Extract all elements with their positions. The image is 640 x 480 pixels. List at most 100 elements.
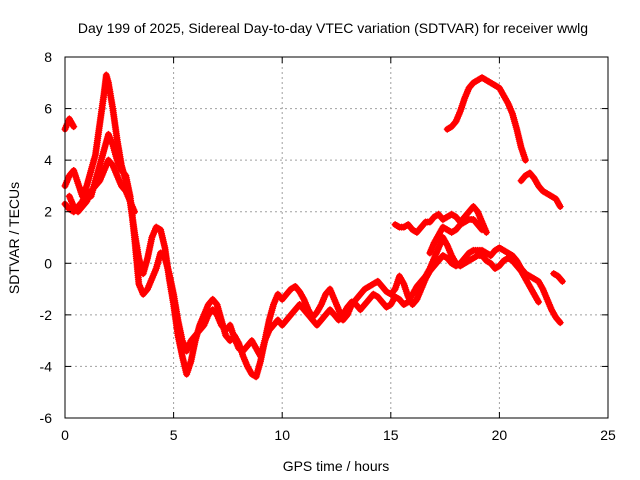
data-point [415,290,423,298]
data-point [538,284,546,292]
data-point [183,345,191,353]
data-point [431,252,439,260]
data-point [125,196,133,204]
data-point [428,244,436,252]
data-point [203,314,211,322]
data-point [547,304,555,312]
data-point [99,170,107,178]
data-point [476,213,484,221]
data-point [214,314,222,322]
data-point [66,194,74,202]
y-tick-label: 4 [44,152,52,168]
data-point [328,290,336,298]
x-tick-label: 20 [492,427,508,443]
data-point [426,264,434,272]
data-point [146,280,154,288]
data-point [468,247,476,255]
data-point [70,123,78,131]
data-point [107,137,115,145]
data-point [508,108,516,116]
x-axis-label: GPS time / hours [283,458,390,474]
data-point [149,232,157,240]
data-point [477,215,485,223]
data-point [330,294,338,302]
data-point [145,282,153,290]
data-point [213,311,221,319]
data-point [414,294,422,302]
data-point [539,285,547,293]
data-point [241,357,249,365]
data-point [200,321,208,329]
data-point [546,302,554,310]
data-point [152,266,159,274]
data-point [332,299,340,307]
data-point [478,226,486,234]
data-point [121,170,129,178]
y-tick-label: 0 [44,255,52,271]
data-point [454,112,462,120]
data-point [477,224,485,232]
data-point [112,170,120,178]
data-point [83,196,91,204]
data-point [184,344,192,352]
y-tick-label: -6 [40,410,53,426]
data-point [241,356,249,364]
data-point [122,187,130,195]
data-point [201,319,209,327]
data-point [558,277,566,285]
data-point [68,199,76,207]
data-point [233,341,241,349]
data-point [463,89,471,97]
data-point [453,116,461,124]
data-point [186,340,194,348]
data-point [330,295,338,303]
plot-frame [64,56,609,419]
data-point [149,271,157,279]
data-point [149,230,157,238]
data-point [183,347,191,355]
data-point [432,251,440,259]
data-point [151,268,159,276]
data-point [556,319,564,327]
data-point [62,178,70,186]
data-point [425,266,433,274]
data-point [115,175,123,183]
data-point [270,301,278,309]
axis-ticks: 0 5 10 15 20 25 -6 -4 -2 0 2 4 6 8 [40,49,616,443]
data-point [202,306,210,314]
data-point [430,256,438,264]
data-point [435,242,443,250]
data-point [135,280,143,288]
data-point [505,101,513,109]
data-point [233,339,241,347]
data-point [113,156,121,164]
data-point [231,336,239,344]
data-point [115,160,123,168]
data-point [106,134,114,142]
data-point [69,121,77,129]
data-point [136,282,144,290]
data-point [503,98,511,106]
data-point [416,289,424,297]
data-point [185,342,193,350]
data-point [545,299,553,307]
series-track-e [391,203,490,236]
data-point [427,261,435,269]
data-point [261,337,269,345]
data-point [230,334,238,342]
y-tick-label: 2 [44,204,52,220]
data-point [464,87,472,95]
data-point [137,285,145,293]
data-point [507,106,515,114]
data-point [263,331,271,339]
data-point [464,216,472,224]
series-track-d [65,156,139,216]
data-point [240,354,248,362]
data-point [214,313,222,321]
data-point [116,163,124,171]
data-point [108,139,116,147]
data-point [428,259,436,267]
data-point [427,247,435,255]
data-series [61,71,566,381]
data-point [64,175,72,183]
